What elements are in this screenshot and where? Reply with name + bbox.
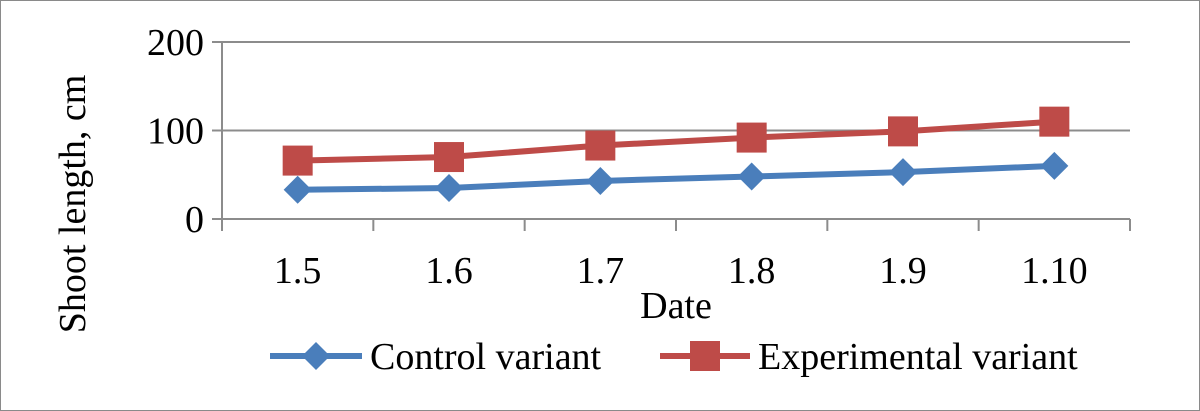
legend-marker — [690, 341, 720, 371]
y-tick-labels: 0 100 200 — [147, 22, 204, 241]
gridlines — [222, 41, 1130, 132]
x-tick-label: 1.9 — [879, 250, 927, 292]
x-tick-labels: 1.5 1.6 1.7 1.8 1.9 1.10 — [274, 250, 1088, 292]
series-1 — [283, 151, 1069, 204]
data-point — [1040, 151, 1069, 180]
series-layer — [282, 106, 1070, 204]
series-line — [297, 118, 1055, 164]
y-tick-label: 0 — [185, 199, 204, 241]
legend-marker — [302, 342, 330, 370]
legend-item: Experimental variant — [660, 336, 1078, 378]
data-point — [586, 166, 615, 195]
data-point — [736, 122, 767, 153]
x-tick-label: 1.10 — [1021, 250, 1088, 292]
x-axis-title: Date — [640, 285, 712, 327]
data-point — [889, 158, 917, 187]
data-point — [282, 145, 313, 176]
y-tick-label: 100 — [147, 111, 204, 153]
data-point — [1039, 106, 1070, 137]
x-tick-label: 1.8 — [728, 250, 776, 292]
data-point — [888, 116, 918, 147]
y-tick-label: 200 — [147, 22, 204, 64]
legend-label: Experimental variant — [758, 336, 1078, 378]
legend-label: Control variant — [370, 336, 602, 378]
series-line — [297, 162, 1055, 193]
data-point — [435, 174, 463, 203]
legend-item: Control variant — [270, 336, 602, 378]
series-2 — [282, 106, 1070, 176]
data-point — [737, 162, 766, 191]
x-tick-label: 1.5 — [274, 250, 322, 292]
y-axis-title: Shoot length, cm — [52, 75, 94, 334]
data-point — [434, 142, 464, 173]
legend: Control variant Experimental variant — [270, 336, 1078, 378]
data-point — [585, 130, 616, 161]
x-tick-label: 1.7 — [577, 250, 625, 292]
x-tick-label: 1.6 — [425, 250, 473, 292]
data-point — [283, 175, 312, 204]
axes — [212, 41, 1131, 231]
